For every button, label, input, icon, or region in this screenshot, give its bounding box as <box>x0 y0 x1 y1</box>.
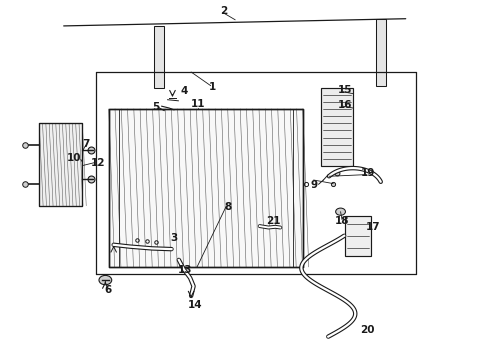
Text: 5: 5 <box>152 102 159 112</box>
Text: 15: 15 <box>338 85 353 95</box>
Text: 21: 21 <box>266 216 281 226</box>
Text: 13: 13 <box>178 265 193 275</box>
Text: 16: 16 <box>338 100 353 111</box>
FancyBboxPatch shape <box>376 19 386 86</box>
Text: 17: 17 <box>366 222 381 232</box>
Text: 6: 6 <box>104 285 111 295</box>
FancyBboxPatch shape <box>345 216 371 256</box>
Text: 12: 12 <box>91 158 105 168</box>
Text: 3: 3 <box>171 233 177 243</box>
Text: 10: 10 <box>67 153 82 163</box>
Text: 11: 11 <box>191 99 206 109</box>
Text: 14: 14 <box>188 300 202 310</box>
FancyBboxPatch shape <box>109 109 303 267</box>
Text: 20: 20 <box>360 325 375 336</box>
Text: 9: 9 <box>310 180 317 190</box>
Text: 8: 8 <box>224 202 231 212</box>
FancyBboxPatch shape <box>154 26 164 88</box>
Text: 7: 7 <box>82 139 90 149</box>
FancyBboxPatch shape <box>39 123 82 206</box>
Circle shape <box>99 275 112 285</box>
Text: 4: 4 <box>180 86 188 96</box>
Text: 18: 18 <box>335 216 349 226</box>
Circle shape <box>336 208 345 215</box>
Text: 19: 19 <box>360 168 375 178</box>
Text: 2: 2 <box>220 6 227 16</box>
Text: 1: 1 <box>209 82 216 93</box>
FancyBboxPatch shape <box>321 88 353 166</box>
